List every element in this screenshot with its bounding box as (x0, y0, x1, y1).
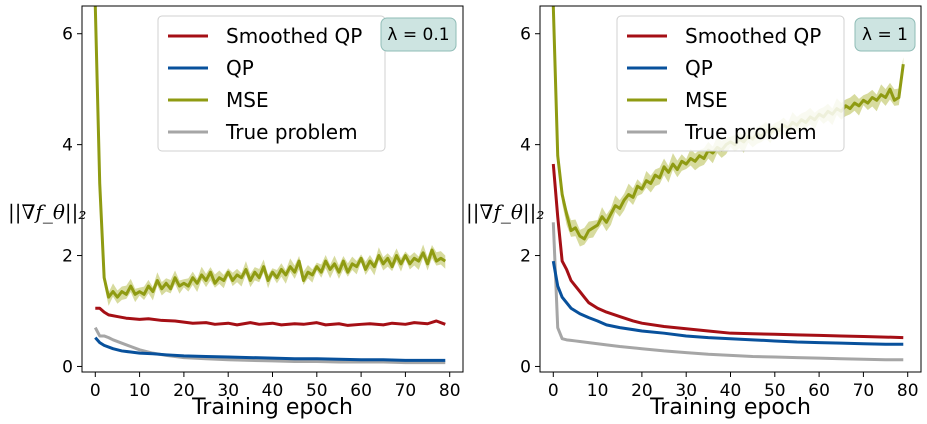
x-tick-label: 60 (350, 381, 372, 401)
y-axis-label: ||∇f_θ||₂ (8, 200, 86, 225)
legend-label: QP (685, 56, 713, 80)
series-line-qp (94, 336, 446, 362)
x-axis-label: Training epoch (191, 395, 353, 420)
legend-label: QP (226, 56, 254, 80)
legend-label: Smoothed QP (226, 24, 362, 48)
series-line-qp (551, 260, 904, 346)
x-tick-label: 30 (675, 381, 697, 401)
legend-label: True problem (225, 120, 358, 144)
chart-panel-1: 0 10 20 30 40 50 60 70 80 0 2 4 6 Training epoch ||∇f_… (8, 5, 464, 420)
y-tick-label: 4 (62, 136, 73, 156)
x-tick-label: 70 (395, 381, 417, 401)
x-tick-label: 40 (720, 381, 742, 401)
x-tick-label: 50 (306, 381, 328, 401)
x-tick-label: 10 (587, 381, 609, 401)
lambda-annotation: λ = 1 (854, 17, 916, 52)
lambda-annotation: λ = 0.1 (380, 17, 457, 52)
y-tick-label: 2 (62, 247, 73, 267)
y-tick-label: 6 (62, 25, 73, 45)
lambda-label: λ = 1 (862, 25, 908, 45)
x-tick-label: 20 (173, 381, 195, 401)
series-line-true-problem (551, 222, 904, 362)
x-tick-label: 40 (262, 381, 284, 401)
y-tick-label: 4 (520, 136, 531, 156)
legend: Smoothed QP QP MSE True problem (157, 15, 386, 152)
lambda-label: λ = 0.1 (387, 25, 449, 45)
series-line-smoothed-qp (551, 163, 904, 340)
legend: Smoothed QP QP MSE True problem (616, 15, 845, 152)
y-tick-label: 0 (62, 357, 73, 377)
x-tick-label: 30 (217, 381, 239, 401)
x-axis-label: Training epoch (649, 395, 811, 420)
x-tick-label: 80 (439, 381, 461, 401)
x-tick-label: 0 (548, 381, 559, 401)
x-tick-label: 80 (897, 381, 919, 401)
series-band-mse (553, 6, 904, 247)
x-tick-label: 50 (764, 381, 786, 401)
legend-label: Smoothed QP (685, 24, 821, 48)
x-tick-label: 0 (90, 381, 101, 401)
series-line-smoothed-qp (95, 306, 446, 327)
series-line-mse (93, 6, 447, 299)
y-tick-label: 0 (520, 357, 531, 377)
y-tick-label: 2 (520, 247, 531, 267)
series-line-true-problem (93, 326, 446, 365)
x-tick-label: 60 (808, 381, 830, 401)
chart-panel-2: 0 10 20 30 40 50 60 70 80 0 2 4 6 Training epoch ||∇f_… (466, 5, 922, 420)
x-tick-label: 70 (853, 381, 875, 401)
plot-area (93, 6, 447, 365)
legend-label: MSE (226, 88, 269, 112)
legend-label: True problem (684, 120, 817, 144)
y-axis-label: ||∇f_θ||₂ (466, 200, 544, 225)
x-tick-label: 20 (631, 381, 653, 401)
y-tick-label: 6 (520, 25, 531, 45)
x-tick-label: 10 (129, 381, 151, 401)
legend-label: MSE (685, 88, 728, 112)
